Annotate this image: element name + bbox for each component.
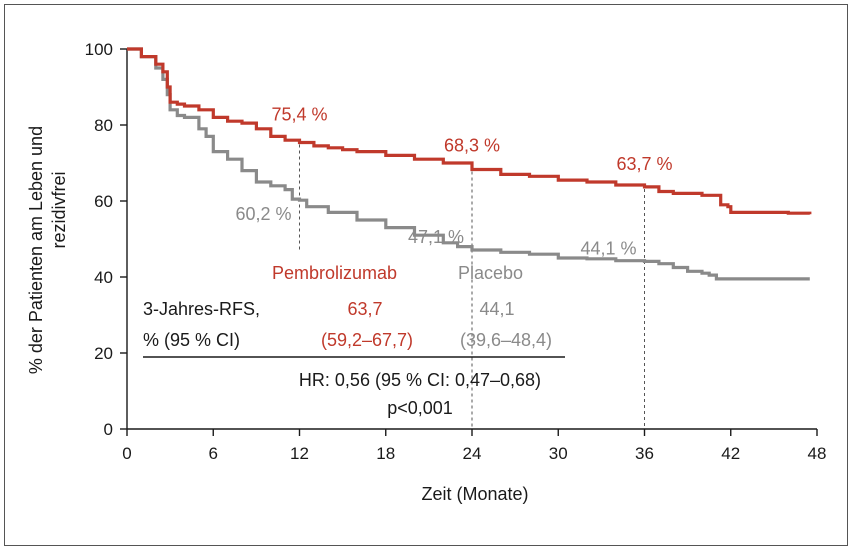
x-tick-label: 18 xyxy=(376,444,395,463)
placebo-value-label: 44,1 % xyxy=(580,238,636,258)
y-tick-label: 80 xyxy=(94,116,113,135)
x-tick-label: 6 xyxy=(209,444,218,463)
placebo-value-label: 60,2 % xyxy=(235,204,291,224)
series-line-pembrolizumab xyxy=(127,47,812,215)
figure-frame xyxy=(4,4,848,546)
x-tick-label: 36 xyxy=(635,444,654,463)
legend-placebo: Placebo xyxy=(458,263,523,283)
x-axis-label: Zeit (Monate) xyxy=(421,484,528,504)
table-placebo-ci: (39,6–48,4) xyxy=(460,330,552,350)
x-tick-label: 30 xyxy=(549,444,568,463)
x-tick-label: 0 xyxy=(122,444,131,463)
y-tick-label: 0 xyxy=(104,420,113,439)
axes: 0 20 40 60 80 100 0 6 12 18 24 30 36 42 48 xyxy=(85,40,827,463)
x-tick-label: 42 xyxy=(721,444,740,463)
table-row-label-1: 3-Jahres-RFS, xyxy=(143,299,260,319)
table-placebo-value: 44,1 xyxy=(479,299,514,319)
series-line-placebo xyxy=(127,47,810,281)
labels: Zeit (Monate) % der Patienten am Leben u… xyxy=(26,126,565,504)
hazard-ratio-text: HR: 0,56 (95 % CI: 0,47–0,68) xyxy=(299,370,541,390)
pembro-value-label: 75,4 % xyxy=(271,104,327,124)
x-tick-label: 24 xyxy=(463,444,482,463)
y-axis-label-line1: % der Patienten am Leben und xyxy=(26,126,46,374)
y-tick-label: 100 xyxy=(85,40,113,59)
y-tick-label: 20 xyxy=(94,344,113,363)
y-tick-label: 60 xyxy=(94,192,113,211)
table-pembro-value: 63,7 xyxy=(347,299,382,319)
p-value-text: p<0,001 xyxy=(387,398,453,418)
x-tick-label: 48 xyxy=(808,444,827,463)
annotations: 75,4 %68,3 %63,7 %60,2 %47,1 %44,1 % xyxy=(235,104,673,429)
pembro-value-label: 68,3 % xyxy=(444,135,500,155)
x-tick-label: 12 xyxy=(290,444,309,463)
series-lines xyxy=(127,47,812,281)
table-pembro-ci: (59,2–67,7) xyxy=(321,330,413,350)
y-tick-label: 40 xyxy=(94,268,113,287)
pembro-value-label: 63,7 % xyxy=(616,154,672,174)
y-axis-label-line2: rezidivfrei xyxy=(49,171,69,248)
legend-pembrolizumab: Pembrolizumab xyxy=(272,263,397,283)
table-row-label-2: % (95 % CI) xyxy=(143,330,240,350)
